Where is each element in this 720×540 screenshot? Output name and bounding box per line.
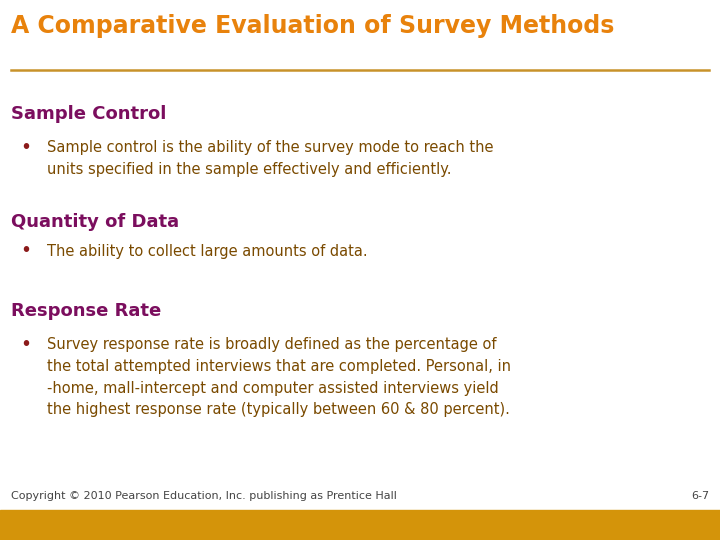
Text: Quantity of Data: Quantity of Data: [11, 213, 179, 231]
Text: •: •: [20, 335, 31, 354]
Text: The ability to collect large amounts of data.: The ability to collect large amounts of …: [47, 244, 367, 259]
Text: Survey response rate is broadly defined as the percentage of
the total attempted: Survey response rate is broadly defined …: [47, 338, 510, 417]
Text: A Comparative Evaluation of Survey Methods: A Comparative Evaluation of Survey Metho…: [11, 14, 614, 37]
Text: Copyright © 2010 Pearson Education, Inc. publishing as Prentice Hall: Copyright © 2010 Pearson Education, Inc.…: [11, 491, 397, 501]
Text: 6-7: 6-7: [691, 491, 709, 501]
Bar: [0, 510, 720, 540]
Text: •: •: [20, 241, 31, 260]
Text: Sample Control: Sample Control: [11, 105, 166, 123]
Text: •: •: [20, 138, 31, 157]
Text: Response Rate: Response Rate: [11, 302, 161, 320]
Text: Sample control is the ability of the survey mode to reach the
units specified in: Sample control is the ability of the sur…: [47, 140, 493, 177]
